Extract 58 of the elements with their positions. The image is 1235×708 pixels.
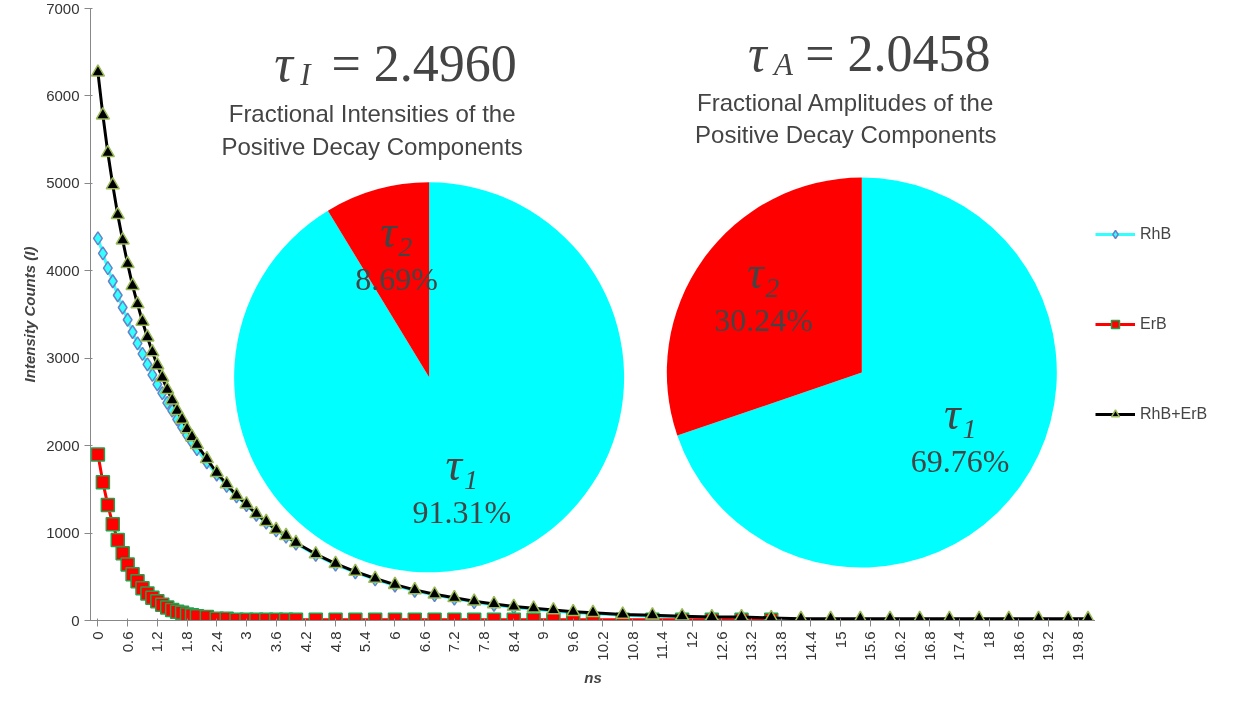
- x-tick-label: 1.8: [178, 631, 196, 653]
- y-tick-label: 5000: [46, 174, 80, 192]
- x-tick-label: 11.4: [653, 631, 671, 660]
- x-tick-label: 12.6: [712, 631, 730, 661]
- x-tick-label: 6: [385, 631, 403, 640]
- data-label: 91.31%: [412, 493, 512, 530]
- y-tick-label: 6000: [46, 86, 80, 104]
- legend-label: ErB: [1140, 315, 1167, 333]
- y-tick-label: 7000: [46, 0, 80, 17]
- x-tick-label: 13.2: [742, 631, 760, 661]
- x-tick-label: 3: [237, 631, 255, 640]
- slice-label: τ₁: [943, 387, 977, 439]
- x-tick-label: 16.2: [890, 631, 908, 661]
- y-axis-title: Intensity Counts (I): [21, 246, 39, 383]
- x-tick-label: 12: [683, 631, 701, 649]
- x-tick-label: 15: [831, 631, 849, 649]
- x-tick-label: 19.8: [1069, 631, 1087, 661]
- x-tick-label: 3.6: [267, 631, 285, 653]
- x-tick-label: 8.4: [504, 631, 522, 653]
- x-tick-label: 18: [980, 631, 998, 649]
- x-tick-label: 9: [534, 631, 552, 640]
- x-tick-label: 17.4: [950, 631, 968, 661]
- x-tick-label: 7.2: [445, 631, 463, 653]
- x-tick-label: 1.2: [148, 631, 166, 653]
- x-tick-label: 14.4: [801, 631, 819, 661]
- slice-label: τ₂: [747, 247, 780, 299]
- x-tick-label: 0: [88, 631, 106, 640]
- legend-label: RhB: [1140, 225, 1172, 243]
- x-axis-title: ns: [584, 668, 602, 686]
- x-tick-label: 4.8: [326, 631, 344, 653]
- chart-title: Fractional Intensities of the Positive Decay Components: [221, 100, 523, 160]
- x-tick-label: 2.4: [207, 631, 225, 653]
- y-tick-label: 2000: [46, 436, 80, 454]
- data-label: 69.76%: [910, 442, 1010, 479]
- slice-label: τ₂: [380, 205, 413, 257]
- slice-label: τ₁: [445, 438, 478, 490]
- y-tick-label: 3000: [46, 349, 80, 367]
- x-tick-label: 5.4: [356, 631, 374, 653]
- x-tick-label: 16.8: [920, 631, 938, 661]
- x-tick-label: 7.8: [475, 631, 493, 653]
- x-tick-label: 13.8: [772, 631, 790, 661]
- y-tick-label: 0: [71, 611, 80, 629]
- chart-title: Fractional Amplitudes of the Positive Decay Components: [695, 88, 997, 148]
- x-tick-label: 10.2: [593, 631, 611, 661]
- y-tick-label: 4000: [46, 261, 80, 279]
- x-tick-label: 18.6: [1009, 631, 1027, 661]
- x-tick-label: 10.8: [623, 631, 641, 661]
- x-tick-label: 19.2: [1039, 631, 1057, 661]
- data-label: 30.24%: [714, 302, 813, 339]
- y-tick-label: 1000: [46, 524, 80, 542]
- x-tick-label: 6.6: [415, 631, 433, 653]
- annotation: τA = 2.0458: [747, 25, 991, 83]
- x-tick-label: 0.6: [118, 631, 136, 653]
- x-tick-label: 4.2: [296, 631, 314, 653]
- legend-label: RhB+ErB: [1140, 405, 1208, 423]
- x-tick-label: 15.6: [861, 631, 879, 661]
- annotation: τI = 2.4960: [274, 34, 517, 93]
- x-tick-label: 9.6: [564, 631, 582, 653]
